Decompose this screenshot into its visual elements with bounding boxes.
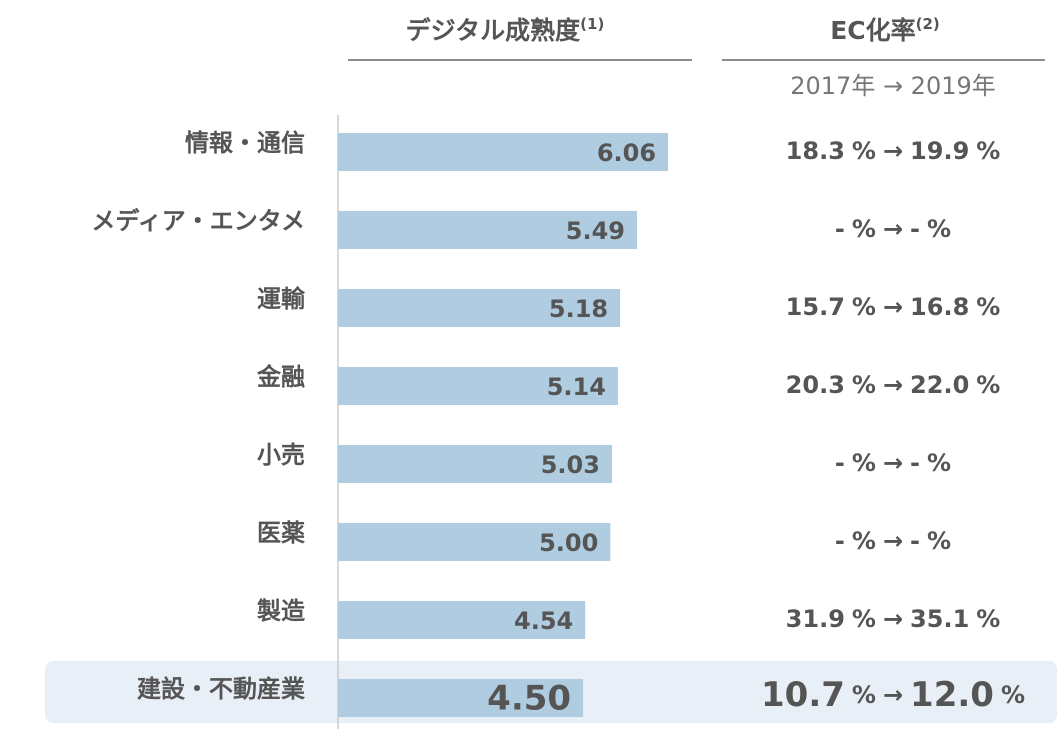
- ec-rate-part: →: [883, 527, 903, 555]
- ec-rate-part: %: [852, 527, 876, 555]
- ec-subtitle: 2017年 → 2019年: [790, 72, 996, 100]
- ec-rate-part: 15.7: [786, 293, 845, 321]
- bar: [338, 133, 669, 171]
- ec-rate-part: →: [883, 137, 903, 165]
- bar: [338, 523, 611, 561]
- ec-rate-part: %: [976, 137, 1000, 165]
- ec-rate-part: %: [852, 449, 876, 477]
- bar: [338, 211, 637, 249]
- ec-rate-part: →: [883, 371, 903, 399]
- ec-rate-part: -: [835, 215, 845, 243]
- ec-rate-part: 10.7: [761, 675, 845, 715]
- bar: [338, 289, 621, 327]
- value-label: 6.06: [597, 139, 656, 167]
- ec-rate-part: 31.9: [786, 605, 845, 633]
- ec-rate: 10.7% → 12.0%: [761, 675, 1025, 715]
- ec-rate-part: →: [883, 215, 903, 243]
- ec-rate: -% → -%: [835, 527, 951, 555]
- ec-rate-part: -: [835, 527, 845, 555]
- category-label: 金融: [256, 363, 305, 391]
- category-label: メディア・エンタメ: [91, 207, 305, 235]
- ec-header: EC化率(2): [830, 15, 940, 46]
- ec-rate-part: %: [927, 449, 951, 477]
- value-label: 5.18: [549, 295, 608, 323]
- ec-rate-part: %: [852, 681, 876, 709]
- bar-header: デジタル成熟度(1): [406, 15, 605, 46]
- ec-rate-part: %: [976, 293, 1000, 321]
- ec-rate-part: %: [852, 215, 876, 243]
- ec-rate-part: 20.3: [786, 371, 845, 399]
- value-label: 5.14: [547, 373, 606, 401]
- category-label: 建設・不動産業: [137, 675, 305, 703]
- ec-rate-part: %: [852, 371, 876, 399]
- value-label: 5.00: [539, 529, 598, 557]
- ec-rate-part: %: [976, 371, 1000, 399]
- ec-rate: 15.7% → 16.8%: [786, 293, 1001, 321]
- ec-rate-part: %: [852, 293, 876, 321]
- bar: [338, 445, 612, 483]
- ec-rate-part: 19.9: [910, 137, 969, 165]
- ec-rate: -% → -%: [835, 449, 951, 477]
- ec-header-text: EC化率: [830, 16, 915, 45]
- ec-rate-part: 12.0: [910, 675, 994, 715]
- ec-rate: 31.9% → 35.1%: [786, 605, 1001, 633]
- bar: [338, 367, 618, 405]
- ec-rate: 20.3% → 22.0%: [786, 371, 1001, 399]
- ec-rate-part: 18.3: [786, 137, 845, 165]
- ec-rate-part: →: [883, 605, 903, 633]
- value-label: 4.54: [514, 607, 573, 635]
- category-label: 医薬: [257, 519, 305, 547]
- ec-rate-part: %: [927, 527, 951, 555]
- ec-rate: -% → -%: [835, 215, 951, 243]
- bar-header-text: デジタル成熟度: [406, 16, 581, 45]
- ec-rate-part: -: [835, 449, 845, 477]
- bar: [338, 679, 584, 717]
- ec-rate-part: →: [883, 293, 903, 321]
- category-label: 情報・通信: [185, 129, 305, 157]
- ec-header-note: (2): [916, 15, 940, 33]
- ec-rate-part: %: [1001, 681, 1025, 709]
- bar: [338, 601, 586, 639]
- category-label: 小売: [257, 441, 305, 469]
- value-label: 4.50: [487, 679, 571, 719]
- ec-rate-part: 35.1: [910, 605, 969, 633]
- ec-rate-part: -: [910, 449, 920, 477]
- ec-rate-part: →: [883, 449, 903, 477]
- ec-rate-part: 22.0: [910, 371, 969, 399]
- ec-rate-part: -: [910, 527, 920, 555]
- bar-header-note: (1): [580, 15, 604, 33]
- ec-rate-part: %: [927, 215, 951, 243]
- value-label: 5.49: [566, 217, 625, 245]
- ec-rate-part: %: [976, 605, 1000, 633]
- ec-rate-part: →: [883, 681, 903, 709]
- ec-rate-part: 16.8: [910, 293, 969, 321]
- value-label: 5.03: [541, 451, 600, 479]
- ec-rate: 18.3% → 19.9%: [786, 137, 1001, 165]
- ec-rate-part: %: [852, 605, 876, 633]
- ec-rate-part: -: [910, 215, 920, 243]
- ec-rate-part: %: [852, 137, 876, 165]
- category-label: 運輸: [257, 285, 306, 313]
- category-label: 製造: [257, 597, 305, 625]
